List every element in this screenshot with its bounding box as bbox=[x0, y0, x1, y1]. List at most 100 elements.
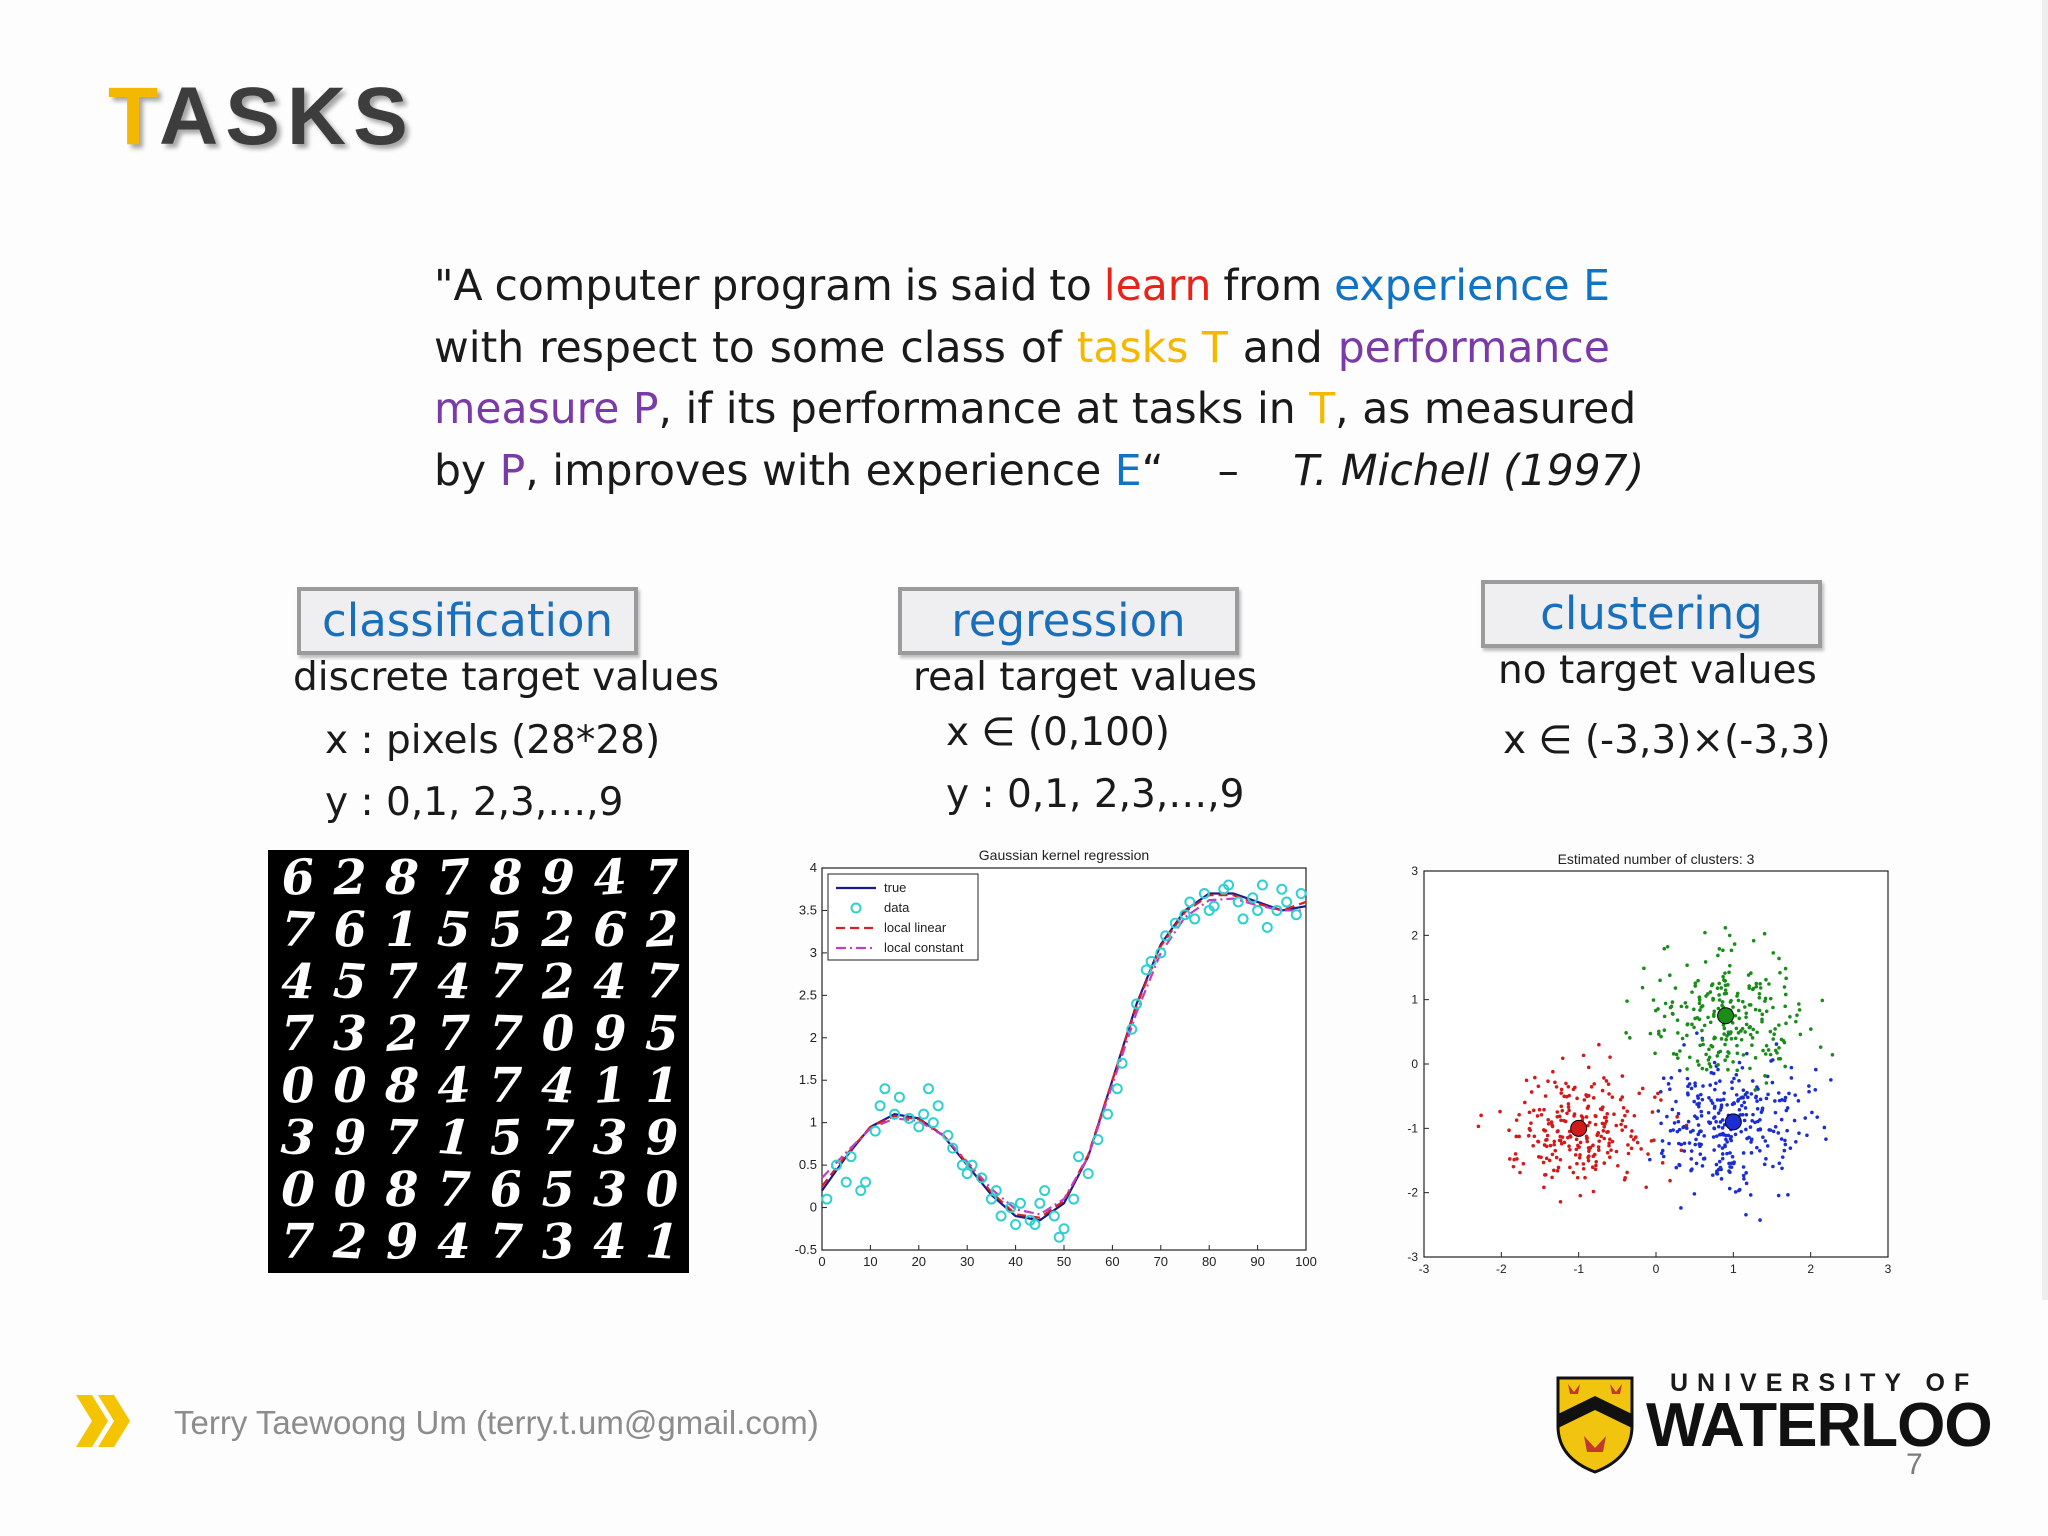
cluster-point bbox=[1498, 1109, 1502, 1114]
mnist-digit: 4 bbox=[435, 1057, 473, 1115]
cluster-point bbox=[1659, 1034, 1663, 1039]
cluster-point bbox=[1581, 1162, 1586, 1166]
cluster-point bbox=[1738, 1113, 1743, 1117]
cluster-point bbox=[1805, 1133, 1809, 1138]
cluster-point bbox=[1583, 1175, 1587, 1180]
cluster-point bbox=[1707, 1095, 1711, 1100]
cluster-point bbox=[1682, 1043, 1686, 1047]
cluster-point bbox=[1546, 1079, 1550, 1084]
mnist-digit: 0 bbox=[643, 1160, 681, 1220]
mnist-digit: 9 bbox=[540, 850, 576, 907]
mnist-digit: 7 bbox=[489, 1058, 523, 1114]
cluster-point bbox=[1665, 944, 1670, 949]
data-point bbox=[1014, 1197, 1026, 1209]
cluster-point bbox=[1577, 1145, 1581, 1149]
data-point bbox=[1005, 1202, 1017, 1214]
cluster-point bbox=[1751, 1027, 1755, 1032]
mnist-digit: 9 bbox=[383, 1213, 421, 1271]
mnist-digit: 2 bbox=[541, 902, 575, 958]
mnist-digit: 4 bbox=[436, 953, 472, 1011]
cluster-point bbox=[1783, 1064, 1787, 1069]
cluster-point bbox=[1629, 1146, 1634, 1151]
data-point bbox=[1179, 909, 1191, 921]
cluster-point bbox=[1656, 1091, 1660, 1096]
cluster-point bbox=[1640, 1086, 1645, 1091]
cluster-point bbox=[1734, 1093, 1739, 1097]
x-tick-label: 60 bbox=[1105, 1254, 1119, 1269]
data-point bbox=[1281, 896, 1293, 908]
plot-area bbox=[1423, 870, 1889, 1258]
quote-line: "A computer program is said to learn from experi… bbox=[434, 256, 1610, 318]
quote-line: by P, improves with experience E “ – T. M… bbox=[434, 441, 1644, 503]
cluster-point bbox=[1783, 1095, 1788, 1100]
cluster-point bbox=[1737, 1078, 1741, 1083]
cluster-point bbox=[1594, 1114, 1598, 1119]
data-point bbox=[1039, 1185, 1051, 1197]
quote-segment: to bbox=[1049, 262, 1092, 311]
cluster-point bbox=[1574, 1147, 1579, 1152]
cluster-point bbox=[1829, 1078, 1833, 1082]
cluster-point bbox=[1682, 1141, 1687, 1146]
data-point bbox=[1198, 887, 1210, 899]
cluster-point bbox=[1566, 1102, 1571, 1106]
data-point bbox=[1111, 1083, 1123, 1095]
cluster-point bbox=[1731, 1005, 1735, 1009]
cluster-point bbox=[1751, 1112, 1755, 1117]
cluster-point bbox=[1714, 1171, 1719, 1176]
cluster-point bbox=[1757, 991, 1762, 996]
data-point bbox=[869, 1125, 881, 1137]
cluster-point bbox=[1770, 1080, 1775, 1085]
mnist-digit: 8 bbox=[383, 1057, 421, 1115]
cluster-point bbox=[1581, 1053, 1586, 1058]
cluster-point bbox=[1626, 1151, 1631, 1156]
cluster-point bbox=[1687, 1082, 1692, 1086]
cluster-point bbox=[1707, 1120, 1711, 1124]
mnist-digit: 9 bbox=[592, 1005, 628, 1063]
cluster-point bbox=[1794, 1140, 1798, 1144]
mitchell-quote: "A computer program is said to learn from experi… bbox=[434, 256, 1644, 503]
cluster-point bbox=[1698, 1043, 1702, 1048]
quote-segment: to bbox=[712, 323, 755, 373]
cluster-point bbox=[1773, 1124, 1778, 1129]
series-line-local-constant bbox=[821, 897, 1306, 1216]
cluster-point bbox=[1744, 1127, 1748, 1132]
cluster-point bbox=[1627, 1036, 1632, 1040]
cluster-point bbox=[1572, 1112, 1577, 1116]
cluster-point bbox=[1700, 1028, 1704, 1033]
cluster-point bbox=[1581, 1166, 1586, 1171]
cluster-point bbox=[1623, 1113, 1627, 1118]
cluster-point bbox=[1739, 1029, 1743, 1033]
chevron-double-right-icon bbox=[76, 1395, 130, 1447]
cluster-point bbox=[1549, 1120, 1554, 1124]
cluster-point bbox=[1600, 1088, 1605, 1093]
cluster-point bbox=[1566, 1085, 1571, 1089]
quote-line: with respect to some class of tasks T and perfor… bbox=[434, 318, 1610, 380]
cluster-point bbox=[1531, 1108, 1536, 1113]
cluster-point bbox=[1543, 1094, 1548, 1098]
cluster-point bbox=[1716, 1111, 1721, 1115]
cluster-point bbox=[1750, 1036, 1755, 1040]
cluster-point bbox=[1552, 1142, 1556, 1147]
cluster-point bbox=[1650, 1110, 1655, 1114]
cluster-point bbox=[1567, 1144, 1571, 1148]
cluster-point bbox=[1687, 1055, 1692, 1060]
cluster-point bbox=[1542, 1185, 1546, 1190]
cluster-point bbox=[1658, 978, 1662, 983]
cluster-point bbox=[1592, 1082, 1597, 1086]
cluster-point bbox=[1657, 1029, 1661, 1034]
cluster-point bbox=[1709, 1098, 1713, 1103]
data-point bbox=[1102, 1108, 1114, 1120]
cluster-point bbox=[1771, 951, 1776, 955]
data-point bbox=[1232, 896, 1244, 908]
cluster-point bbox=[1551, 1069, 1555, 1074]
cluster-point bbox=[1784, 976, 1788, 981]
cluster-point bbox=[1758, 1097, 1763, 1102]
cluster-point bbox=[1755, 1099, 1759, 1103]
cluster-point bbox=[1722, 978, 1726, 982]
mnist-digit: 7 bbox=[540, 1109, 576, 1167]
cluster-point bbox=[1640, 985, 1645, 990]
cluster-point bbox=[1795, 1013, 1799, 1018]
cluster-point bbox=[1565, 1111, 1569, 1116]
